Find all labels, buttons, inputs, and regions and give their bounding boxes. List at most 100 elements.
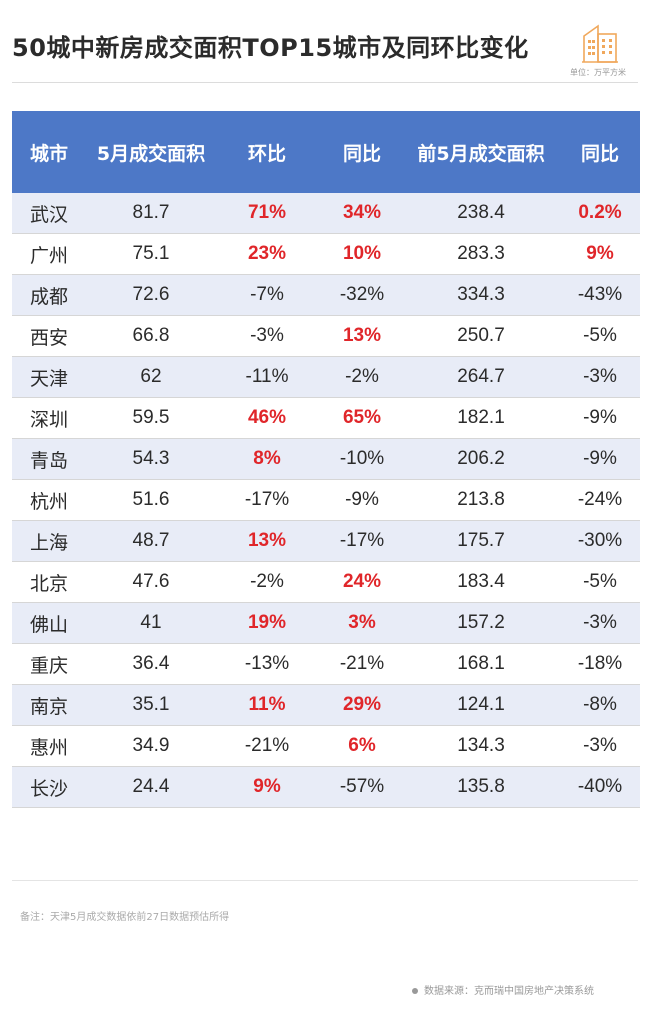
cell-ytd-area: 283.3 xyxy=(402,233,560,275)
table-row: 上海 48.7 13% -17% 175.7 -30% xyxy=(12,520,640,562)
cell-city: 重庆 xyxy=(12,643,90,685)
table-row: 西安 66.8 -3% 13% 250.7 -5% xyxy=(12,315,640,357)
table-row: 长沙 24.4 9% -57% 135.8 -40% xyxy=(12,766,640,808)
cell-ytd-yoy: -9% xyxy=(560,397,640,439)
cell-ytd-area: 135.8 xyxy=(402,766,560,808)
cell-may-area: 72.6 xyxy=(90,274,212,316)
table-row: 广州 75.1 23% 10% 283.3 9% xyxy=(12,233,640,275)
cell-yoy: 3% xyxy=(322,602,402,644)
footnote: 备注：天津5月成交数据依前27日数据预估所得 xyxy=(20,912,230,923)
header-mom: 环比 xyxy=(212,111,322,193)
cell-ytd-area: 182.1 xyxy=(402,397,560,439)
cell-may-area: 59.5 xyxy=(90,397,212,439)
table-row: 天津 62 -11% -2% 264.7 -3% xyxy=(12,356,640,398)
cell-city: 成都 xyxy=(12,274,90,316)
cell-mom: -7% xyxy=(212,274,322,316)
cell-may-area: 66.8 xyxy=(90,315,212,357)
cell-city: 武汉 xyxy=(12,193,90,234)
cell-yoy: -10% xyxy=(322,438,402,480)
cell-city: 长沙 xyxy=(12,766,90,808)
cell-ytd-area: 183.4 xyxy=(402,561,560,603)
cell-yoy: -21% xyxy=(322,643,402,685)
cell-may-area: 35.1 xyxy=(90,684,212,726)
cell-city: 天津 xyxy=(12,356,90,398)
table-header-row: 城市 5月成交面积 环比 同比 前5月成交面积 同比 xyxy=(12,111,640,193)
cell-ytd-area: 213.8 xyxy=(402,479,560,521)
cell-may-area: 34.9 xyxy=(90,725,212,767)
cell-ytd-yoy: -3% xyxy=(560,725,640,767)
cell-yoy: 24% xyxy=(322,561,402,603)
table-row: 北京 47.6 -2% 24% 183.4 -5% xyxy=(12,561,640,603)
cell-ytd-area: 250.7 xyxy=(402,315,560,357)
title-divider xyxy=(12,82,638,83)
table-row: 南京 35.1 11% 29% 124.1 -8% xyxy=(12,684,640,726)
cell-ytd-area: 124.1 xyxy=(402,684,560,726)
cell-ytd-area: 334.3 xyxy=(402,274,560,316)
cell-ytd-yoy: -18% xyxy=(560,643,640,685)
cell-may-area: 81.7 xyxy=(90,193,212,234)
data-source-text: 数据来源：克而瑞中国房地产决策系统 xyxy=(424,986,594,997)
cell-yoy: 34% xyxy=(322,193,402,234)
cell-mom: 46% xyxy=(212,397,322,439)
header-city: 城市 xyxy=(12,111,90,193)
header-yoy: 同比 xyxy=(322,111,402,193)
cell-yoy: 13% xyxy=(322,315,402,357)
cell-city: 西安 xyxy=(12,315,90,357)
cell-ytd-area: 134.3 xyxy=(402,725,560,767)
cell-yoy: 10% xyxy=(322,233,402,275)
cell-ytd-yoy: 0.2% xyxy=(560,193,640,234)
cell-yoy: -57% xyxy=(322,766,402,808)
cell-yoy: 65% xyxy=(322,397,402,439)
cell-yoy: -17% xyxy=(322,520,402,562)
cell-yoy: -32% xyxy=(322,274,402,316)
cell-mom: -2% xyxy=(212,561,322,603)
cell-ytd-yoy: -40% xyxy=(560,766,640,808)
table-row: 惠州 34.9 -21% 6% 134.3 -3% xyxy=(12,725,640,767)
cell-mom: -11% xyxy=(212,356,322,398)
cell-city: 广州 xyxy=(12,233,90,275)
table-row: 深圳 59.5 46% 65% 182.1 -9% xyxy=(12,397,640,439)
cell-ytd-yoy: -5% xyxy=(560,561,640,603)
bullet-icon xyxy=(412,988,418,994)
cell-ytd-yoy: -30% xyxy=(560,520,640,562)
cell-ytd-area: 206.2 xyxy=(402,438,560,480)
buildings-icon xyxy=(582,24,618,63)
footer-divider xyxy=(12,880,638,881)
cell-yoy: 6% xyxy=(322,725,402,767)
cell-city: 南京 xyxy=(12,684,90,726)
cell-ytd-yoy: -24% xyxy=(560,479,640,521)
cell-may-area: 36.4 xyxy=(90,643,212,685)
cell-ytd-yoy: 9% xyxy=(560,233,640,275)
data-table: 城市 5月成交面积 环比 同比 前5月成交面积 同比 武汉 81.7 71% 34% 2… xyxy=(12,111,640,808)
table-row: 成都 72.6 -7% -32% 334.3 -43% xyxy=(12,274,640,316)
table-row: 杭州 51.6 -17% -9% 213.8 -24% xyxy=(12,479,640,521)
cell-ytd-yoy: -3% xyxy=(560,356,640,398)
cell-mom: 9% xyxy=(212,766,322,808)
cell-city: 惠州 xyxy=(12,725,90,767)
cell-mom: -13% xyxy=(212,643,322,685)
cell-city: 青岛 xyxy=(12,438,90,480)
cell-may-area: 62 xyxy=(90,356,212,398)
cell-yoy: -9% xyxy=(322,479,402,521)
table-row: 重庆 36.4 -13% -21% 168.1 -18% xyxy=(12,643,640,685)
page-title: 50城中新房成交面积TOP15城市及同环比变化 xyxy=(12,34,529,62)
cell-mom: 13% xyxy=(212,520,322,562)
cell-ytd-yoy: -43% xyxy=(560,274,640,316)
cell-may-area: 75.1 xyxy=(90,233,212,275)
cell-mom: -17% xyxy=(212,479,322,521)
cell-ytd-yoy: -8% xyxy=(560,684,640,726)
cell-city: 杭州 xyxy=(12,479,90,521)
cell-ytd-area: 175.7 xyxy=(402,520,560,562)
table-row: 武汉 81.7 71% 34% 238.4 0.2% xyxy=(12,193,640,234)
table-row: 青岛 54.3 8% -10% 206.2 -9% xyxy=(12,438,640,480)
cell-ytd-area: 157.2 xyxy=(402,602,560,644)
cell-mom: -3% xyxy=(212,315,322,357)
cell-ytd-area: 264.7 xyxy=(402,356,560,398)
cell-ytd-area: 238.4 xyxy=(402,193,560,234)
cell-ytd-area: 168.1 xyxy=(402,643,560,685)
cell-city: 上海 xyxy=(12,520,90,562)
cell-may-area: 48.7 xyxy=(90,520,212,562)
table-row: 佛山 41 19% 3% 157.2 -3% xyxy=(12,602,640,644)
unit-label: 单位：万平方米 xyxy=(570,68,626,77)
cell-yoy: -2% xyxy=(322,356,402,398)
